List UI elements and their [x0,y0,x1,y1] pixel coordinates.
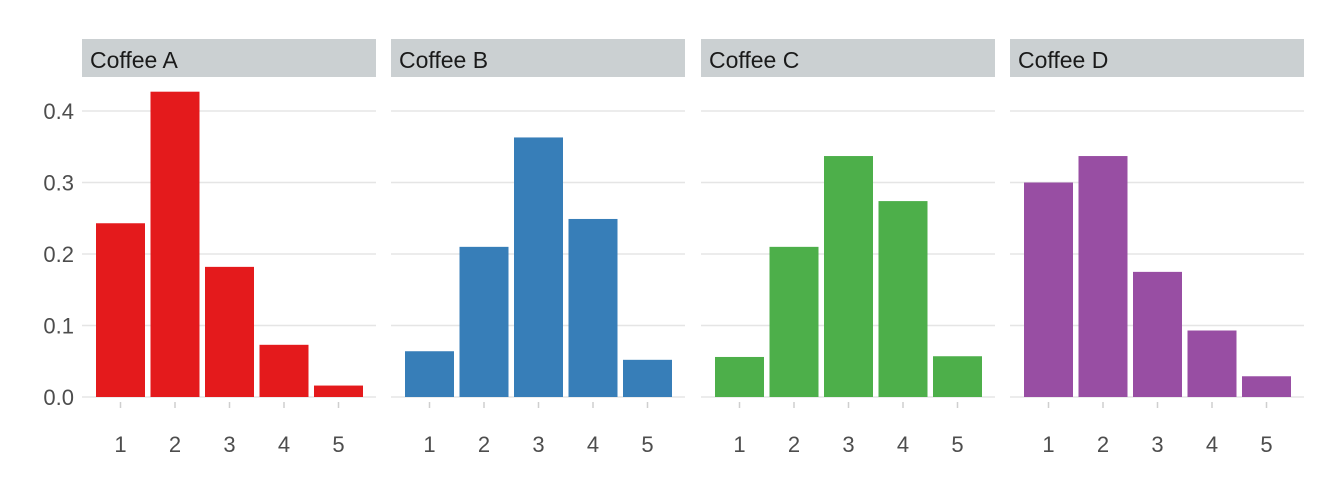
bar [459,246,509,397]
facet-strip [82,39,376,77]
x-tick-label: 1 [733,432,745,457]
x-tick-label: 3 [1151,432,1163,457]
bar [1187,330,1237,397]
x-tick-label: 3 [842,432,854,457]
facet-strip [1010,39,1304,77]
bar [769,246,819,397]
x-tick-label: 4 [587,432,599,457]
x-tick-label: 2 [169,432,181,457]
facet-panel: Coffee B 1 2 3 4 5 [391,39,685,457]
facet-strip-label: Coffee A [90,47,178,73]
bar [1242,376,1291,397]
bar [405,351,454,397]
x-tick-label: 4 [1206,432,1218,457]
x-tick-label: 2 [1097,432,1109,457]
bar [514,137,563,397]
facet-strip-label: Coffee C [709,47,799,73]
x-tick-label: 5 [951,432,963,457]
x-tick-label: 2 [788,432,800,457]
bar [96,223,145,397]
x-tick-label: 5 [1260,432,1272,457]
bar [1078,156,1128,397]
bar [715,356,764,397]
y-tick-label: 0.4 [43,99,74,124]
y-tick-label: 0.1 [43,314,74,339]
x-tick-label: 1 [1042,432,1054,457]
facet-strip-label: Coffee B [399,47,488,73]
x-tick-label: 1 [423,432,435,457]
y-tick-label: 0.0 [43,385,74,410]
x-tick-label: 5 [641,432,653,457]
bar [1133,271,1182,397]
x-tick-label: 2 [478,432,490,457]
bar [824,156,873,397]
facet-panel: Coffee A 1 2 3 4 5 [82,39,376,457]
facet-strip [391,39,685,77]
facet-panel: Coffee C 1 2 3 4 5 [701,39,995,457]
y-tick-label: 0.3 [43,171,74,196]
x-tick-label: 4 [278,432,290,457]
x-tick-label: 4 [897,432,909,457]
x-tick-label: 3 [532,432,544,457]
y-tick-label: 0.2 [43,242,74,267]
x-tick-label: 3 [223,432,235,457]
bar [1024,182,1073,397]
bar [259,344,309,397]
bar [205,266,254,397]
bar [314,385,363,397]
bar [568,218,618,397]
facet-strip [701,39,995,77]
bar [878,201,928,397]
x-tick-label: 5 [332,432,344,457]
facet-panel: Coffee D 1 2 3 4 5 [1010,39,1304,457]
bar [623,359,672,397]
bar [150,91,200,397]
facet-strip-label: Coffee D [1018,47,1108,73]
x-tick-label: 1 [114,432,126,457]
bar [933,356,982,397]
